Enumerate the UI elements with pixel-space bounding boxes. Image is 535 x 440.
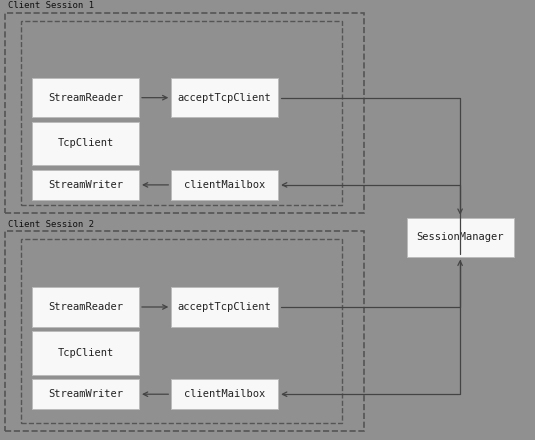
FancyBboxPatch shape [32, 331, 139, 374]
Text: StreamWriter: StreamWriter [48, 180, 123, 190]
Text: SessionManager: SessionManager [416, 232, 504, 242]
FancyBboxPatch shape [32, 379, 139, 410]
FancyBboxPatch shape [171, 78, 278, 117]
Text: Client Session 1: Client Session 1 [8, 1, 94, 11]
FancyBboxPatch shape [407, 218, 514, 257]
FancyBboxPatch shape [171, 170, 278, 200]
FancyBboxPatch shape [32, 122, 139, 165]
FancyBboxPatch shape [171, 379, 278, 410]
Text: TcpClient: TcpClient [57, 348, 114, 358]
Text: Client Session 2: Client Session 2 [8, 220, 94, 228]
Text: StreamWriter: StreamWriter [48, 389, 123, 399]
Text: acceptTcpClient: acceptTcpClient [178, 93, 272, 103]
Text: acceptTcpClient: acceptTcpClient [178, 302, 272, 312]
Text: TcpClient: TcpClient [57, 139, 114, 148]
Text: StreamReader: StreamReader [48, 93, 123, 103]
FancyBboxPatch shape [32, 78, 139, 117]
Text: StreamReader: StreamReader [48, 302, 123, 312]
Text: clientMailbox: clientMailbox [184, 389, 265, 399]
FancyBboxPatch shape [32, 170, 139, 200]
Text: clientMailbox: clientMailbox [184, 180, 265, 190]
FancyBboxPatch shape [171, 287, 278, 326]
FancyBboxPatch shape [32, 287, 139, 326]
